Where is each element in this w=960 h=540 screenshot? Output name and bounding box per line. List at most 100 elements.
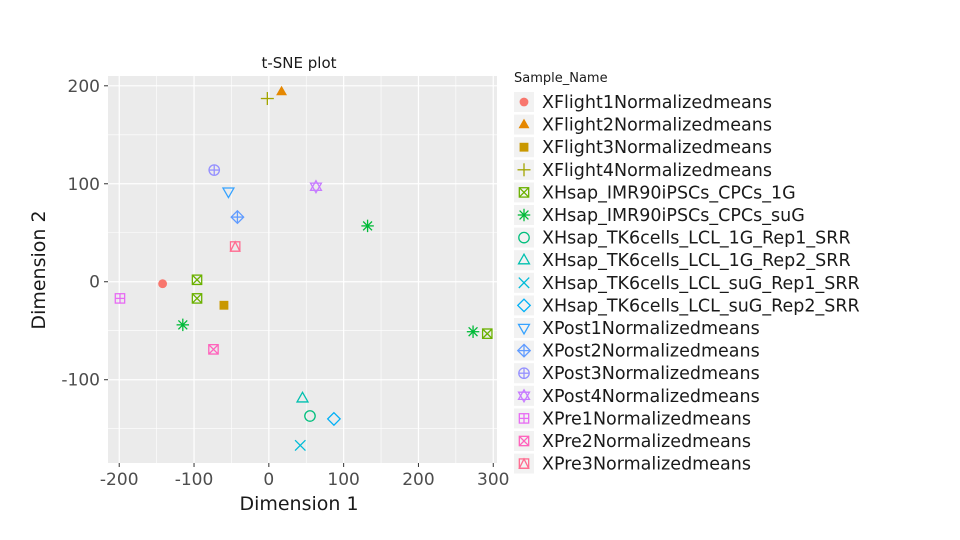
legend-item: XHsap_TK6cells_LCL_1G_Rep2_SRR [514, 250, 851, 271]
legend-label: XFlight2Normalizedmeans [542, 116, 772, 136]
data-point [260, 92, 274, 106]
legend-item: XHsap_IMR90iPSCs_CPCs_1G [514, 182, 796, 203]
legend-label: XHsap_TK6cells_LCL_suG_Rep1_SRR [542, 274, 860, 294]
legend-item: XPost2Normalizedmeans [514, 340, 760, 362]
data-point [219, 300, 229, 310]
legend-key [518, 187, 530, 198]
legend-key-bg [514, 295, 534, 316]
legend-key [518, 118, 530, 129]
legend-label: XPre3Normalizedmeans [542, 455, 751, 475]
legend-title: Sample_Name [514, 71, 608, 86]
legend-key [518, 277, 530, 289]
legend-key [517, 252, 531, 265]
data-point [176, 318, 190, 332]
legend-item: XFlight1Normalizedmeans [514, 92, 772, 113]
data-point [208, 164, 221, 176]
y-tick-label: 100 [68, 175, 100, 195]
legend-item: XPost1Normalizedmeans [514, 318, 760, 339]
legend-key-bg [514, 453, 534, 474]
plot-panel [108, 76, 497, 463]
data-point [191, 293, 203, 304]
legend-key-bg [514, 385, 534, 406]
legend-item: XFlight3Normalizedmeans [514, 137, 772, 158]
data-point [191, 274, 203, 286]
data-point [295, 391, 310, 403]
legend-item: XPost3Normalizedmeans [514, 363, 760, 384]
legend-key [516, 298, 532, 313]
legend-key [518, 231, 530, 244]
y-tick-label: 200 [68, 77, 100, 97]
legend-label: XPost1Normalizedmeans [542, 319, 760, 339]
data-point [276, 85, 288, 96]
legend-item: XPost4Normalizedmeans [514, 385, 760, 407]
legend-key [517, 163, 531, 177]
data-point [326, 411, 342, 427]
legend-key [519, 97, 529, 107]
y-axis-title: Dimension 2 [28, 210, 50, 329]
legend-item: XPre3Normalizedmeans [514, 453, 751, 475]
x-tick-label: 300 [477, 470, 509, 490]
legend-key [517, 208, 531, 222]
legend-key [518, 457, 530, 469]
legend-key-bg [514, 318, 534, 338]
data-point [208, 344, 219, 355]
legend-item: XHsap_TK6cells_LCL_1G_Rep1_SRR [514, 227, 851, 249]
x-tick-label: 200 [402, 470, 434, 490]
legend-key-bg [514, 250, 534, 271]
legend-label: XHsap_IMR90iPSCs_CPCs_1G [542, 183, 796, 203]
legend-item: XFlight2Normalizedmeans [514, 114, 772, 136]
data-point [481, 328, 493, 340]
legend-label: XPre2Normalizedmeans [542, 432, 751, 452]
legend-item: XPre1Normalizedmeans [514, 408, 751, 429]
data-points [114, 85, 493, 452]
data-point [158, 279, 168, 289]
legend-label: XHsap_IMR90iPSCs_CPCs_suG [542, 206, 805, 226]
legend-label: XPost4Normalizedmeans [542, 387, 760, 407]
legend-label: XFlight4Normalizedmeans [542, 161, 772, 181]
legend-label: XPost3Normalizedmeans [542, 364, 760, 384]
y-tick-label: 0 [89, 273, 100, 293]
legend-key [517, 323, 531, 336]
grid-lines [108, 76, 497, 463]
legend-key [518, 367, 530, 380]
legend-item: XFlight4Normalizedmeans [514, 159, 772, 181]
x-tick-label: 100 [327, 470, 359, 490]
data-point [466, 325, 480, 338]
legend-item: XHsap_IMR90iPSCs_CPCs_suG [514, 205, 805, 226]
x-tick-label: -100 [175, 470, 214, 490]
legend-key [517, 388, 531, 404]
y-axis: -100 0 100 200 [61, 77, 108, 391]
x-axis-title: Dimension 1 [239, 493, 358, 515]
legend-key [519, 142, 529, 152]
data-point [221, 187, 236, 199]
legend-label: XPre1Normalizedmeans [542, 409, 751, 429]
legend-item: XHsap_TK6cells_LCL_suG_Rep1_SRR [514, 272, 860, 294]
data-point [361, 219, 374, 233]
legend-item: XHsap_TK6cells_LCL_suG_Rep2_SRR [514, 295, 860, 316]
data-point [309, 179, 323, 195]
chart-title: t-SNE plot [261, 54, 336, 72]
x-tick-label: -200 [100, 470, 139, 490]
data-point [229, 240, 241, 252]
y-tick-label: -100 [61, 371, 100, 391]
data-point [230, 209, 245, 225]
legend-label: XHsap_TK6cells_LCL_1G_Rep2_SRR [542, 251, 851, 271]
legend-item: XPre2Normalizedmeans [514, 431, 751, 452]
legend-label: XHsap_TK6cells_LCL_suG_Rep2_SRR [542, 296, 860, 316]
legend-label: XHsap_TK6cells_LCL_1G_Rep1_SRR [542, 229, 851, 249]
x-axis: -200 -100 0 100 200 300 [100, 463, 509, 490]
legend-key [518, 413, 530, 424]
plot-background [108, 76, 497, 463]
legend-label: XFlight3Normalizedmeans [542, 138, 772, 158]
legend-key [516, 343, 532, 358]
legend-label: XFlight1Normalizedmeans [542, 93, 772, 113]
legend-key [518, 435, 530, 447]
legend-items: XFlight1Normalizedmeans XFlight2Normalize… [514, 92, 860, 475]
data-point [304, 410, 316, 422]
legend-key-bg [514, 227, 534, 248]
data-point [114, 293, 126, 304]
legend-label: XPost2Normalizedmeans [542, 342, 760, 362]
data-point [294, 439, 306, 452]
x-tick-label: 0 [263, 470, 274, 490]
